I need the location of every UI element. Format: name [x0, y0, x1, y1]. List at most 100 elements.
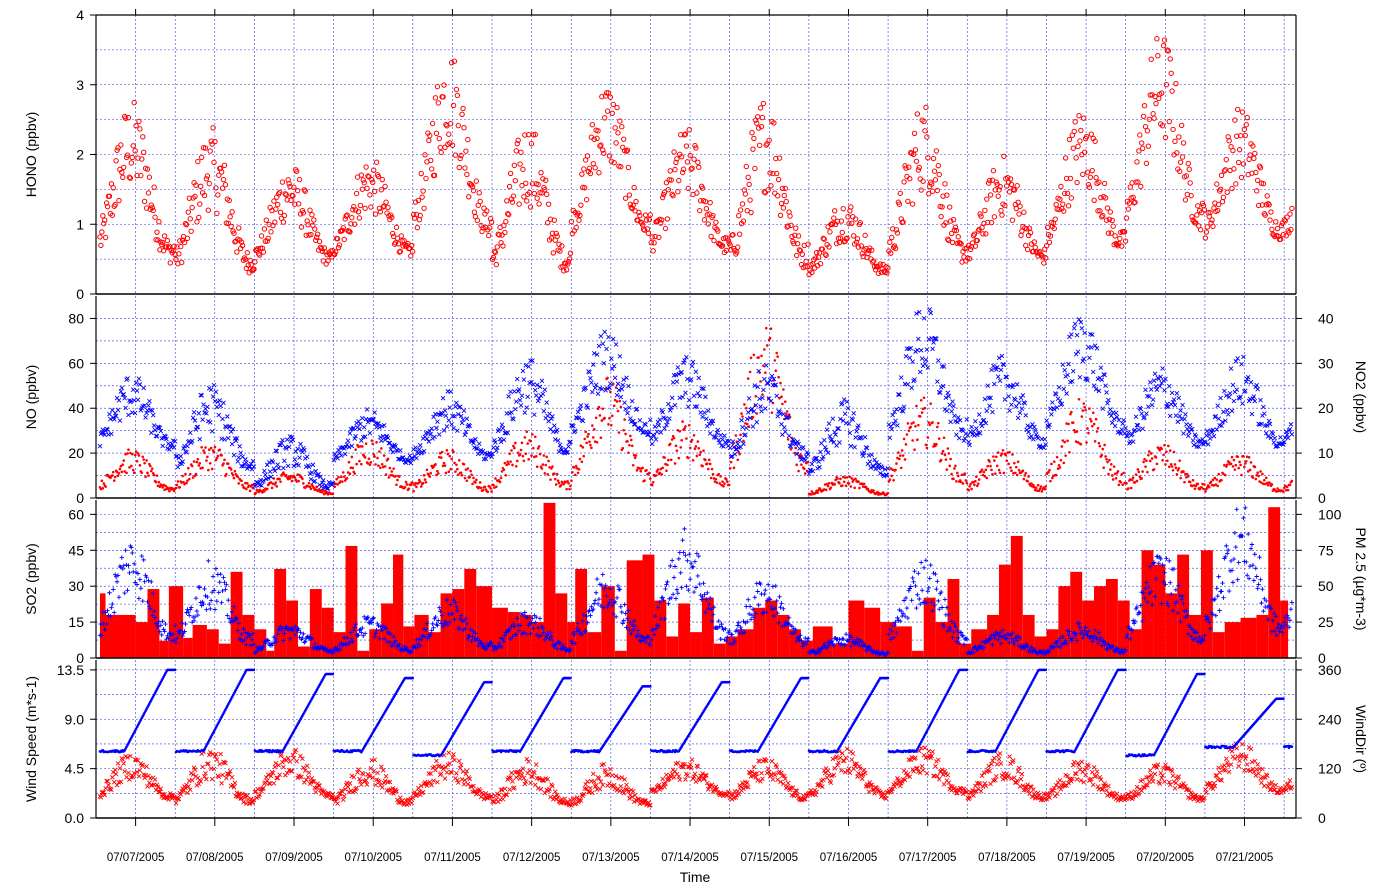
no2-point — [604, 346, 609, 352]
hono-point — [803, 258, 809, 265]
no-point — [706, 467, 710, 471]
hono-point — [747, 197, 753, 203]
no-point — [155, 474, 159, 477]
no-point — [674, 444, 678, 448]
no-point — [185, 481, 188, 485]
hono-point — [309, 212, 315, 218]
hono-point — [1166, 118, 1172, 125]
no-point — [527, 458, 530, 461]
no2-point — [1224, 407, 1230, 413]
no-point — [1022, 477, 1026, 481]
no-point — [834, 478, 837, 482]
no-point — [959, 480, 963, 484]
hono-point — [670, 193, 676, 199]
pm-2-5-bar — [1240, 617, 1257, 658]
no-point — [120, 470, 124, 474]
no-point — [331, 492, 335, 496]
no-point — [354, 448, 357, 451]
hono-point — [659, 217, 665, 223]
no-point — [714, 477, 718, 481]
no-point — [464, 468, 468, 471]
hono-point — [916, 164, 922, 171]
hono-point — [1155, 52, 1161, 59]
hono-point — [1121, 229, 1128, 235]
hono-point — [972, 243, 979, 249]
no-point — [1002, 471, 1006, 475]
no-point — [1071, 421, 1075, 424]
no2-point — [231, 452, 237, 458]
no-point — [1263, 482, 1267, 486]
hono-point — [313, 234, 320, 240]
hono-point — [1241, 126, 1248, 133]
hono-point — [858, 243, 865, 249]
no2-point — [1100, 406, 1106, 412]
hono-point — [312, 226, 318, 232]
no-point — [918, 415, 922, 418]
no-point — [172, 489, 176, 493]
hono-point — [987, 192, 994, 198]
hono-point — [1156, 95, 1162, 102]
hono-point — [627, 201, 634, 208]
no-point — [654, 474, 658, 477]
pm-2-5-bar — [848, 600, 865, 658]
no-point — [946, 447, 950, 450]
no-point — [293, 476, 297, 479]
hono-point — [672, 166, 678, 173]
no2-point — [802, 458, 808, 463]
hono-point — [1260, 181, 1267, 187]
no2-point — [544, 400, 550, 405]
hono-point — [772, 190, 778, 196]
no2-point — [623, 406, 628, 412]
no-point — [729, 460, 733, 464]
no2-point — [613, 342, 619, 347]
no2-point — [1042, 436, 1048, 442]
no2-point — [652, 424, 658, 429]
no-point — [894, 468, 897, 472]
no2-point — [111, 416, 117, 422]
no-point — [1225, 463, 1229, 466]
hono-point — [796, 247, 803, 253]
hono-point — [99, 229, 105, 235]
no2-point — [107, 411, 112, 417]
hono-point — [455, 122, 461, 129]
hono-point — [614, 104, 620, 111]
hono-point — [173, 256, 179, 263]
no-point — [132, 471, 136, 475]
hono-point — [900, 219, 906, 225]
no-point — [899, 466, 903, 470]
hono-point — [749, 129, 755, 136]
hono-point — [1095, 208, 1101, 214]
no-point — [1103, 443, 1106, 447]
no-point — [769, 327, 773, 331]
hono-point — [689, 165, 695, 171]
no-point — [617, 431, 621, 434]
no2-point — [122, 395, 127, 401]
no-point — [590, 446, 593, 450]
no-point — [982, 470, 986, 474]
no2-point — [1061, 386, 1067, 392]
no-point — [380, 462, 384, 466]
hono-point — [174, 244, 180, 250]
no2-point — [1017, 410, 1023, 416]
no-point — [660, 472, 664, 476]
no-point — [284, 474, 288, 477]
no-point — [1114, 476, 1118, 480]
no-point — [183, 482, 186, 486]
pm-2-5-bar — [947, 579, 960, 658]
hono-point — [889, 234, 895, 241]
so2-point — [935, 579, 940, 584]
hono-point — [589, 122, 596, 128]
hono-point — [1051, 225, 1057, 232]
hono-point — [830, 220, 836, 227]
no2-point — [475, 451, 481, 457]
hono-point — [909, 201, 916, 207]
no2-point — [1070, 368, 1076, 374]
hono-point — [113, 158, 119, 164]
no-point — [269, 481, 273, 484]
so2-point — [756, 602, 761, 608]
hono-point — [740, 218, 747, 224]
no-point — [201, 466, 204, 470]
no2-point — [722, 433, 727, 439]
no-point — [651, 480, 655, 484]
no-point — [909, 425, 913, 429]
